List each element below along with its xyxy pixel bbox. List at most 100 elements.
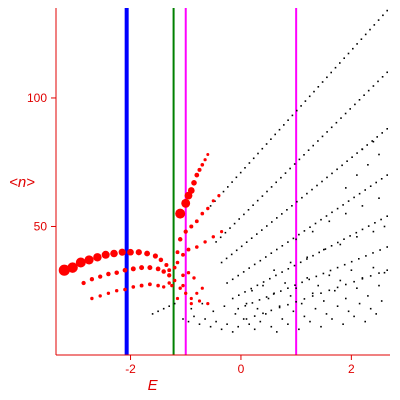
black-point <box>369 307 372 310</box>
black-point <box>353 315 355 318</box>
black-point <box>386 128 388 130</box>
black-point <box>261 229 263 231</box>
black-point <box>168 305 170 307</box>
black-point <box>367 89 370 92</box>
black-series <box>151 9 388 333</box>
black-point <box>380 300 383 302</box>
black-point <box>331 318 333 320</box>
black-point <box>293 163 296 165</box>
black-point <box>274 133 276 136</box>
black-point <box>361 148 364 151</box>
y-tick-label: 100 <box>27 91 47 105</box>
black-point <box>339 62 341 64</box>
red-point <box>58 264 70 276</box>
black-point <box>292 310 295 313</box>
black-point <box>187 320 190 323</box>
black-point <box>326 176 328 179</box>
black-point <box>261 195 264 197</box>
red-point <box>67 262 78 273</box>
black-point <box>215 320 217 323</box>
axes: -2 0 2 50 100 <box>27 8 390 376</box>
black-point <box>336 286 339 289</box>
black-point <box>343 263 346 266</box>
black-point <box>386 9 388 12</box>
black-point <box>378 153 380 156</box>
black-point <box>331 172 333 175</box>
x-tick-label: -2 <box>125 362 136 376</box>
red-point <box>184 291 188 295</box>
black-point <box>321 180 323 183</box>
black-point <box>317 140 319 142</box>
black-point <box>278 305 281 307</box>
red-point <box>181 273 185 278</box>
red-point <box>203 240 207 244</box>
black-point <box>266 225 268 227</box>
black-point <box>231 297 234 300</box>
black-point <box>215 241 217 243</box>
black-point <box>330 71 332 74</box>
black-point <box>284 172 287 174</box>
black-point <box>182 318 184 320</box>
black-point <box>226 323 228 325</box>
red-point <box>194 245 199 249</box>
black-point <box>372 230 375 233</box>
black-point <box>220 328 223 331</box>
black-point <box>361 278 364 280</box>
black-point <box>379 249 381 251</box>
black-point <box>283 124 285 126</box>
black-point <box>365 255 367 257</box>
black-point <box>303 154 305 156</box>
black-point <box>367 164 369 166</box>
black-point <box>369 275 372 277</box>
red-point <box>217 194 221 198</box>
black-point <box>354 103 356 106</box>
black-point <box>273 269 275 271</box>
black-point <box>292 237 295 240</box>
black-point <box>269 277 271 280</box>
black-point <box>314 222 317 225</box>
black-point <box>252 157 255 160</box>
black-point <box>270 325 273 328</box>
black-point <box>347 200 350 202</box>
black-point <box>280 176 282 179</box>
black-point <box>253 315 256 317</box>
black-point <box>360 38 363 40</box>
red-point <box>93 253 102 262</box>
black-point <box>342 323 344 325</box>
black-point <box>383 271 386 274</box>
black-point <box>275 181 277 184</box>
black-point <box>358 258 360 260</box>
red-point <box>211 235 215 239</box>
black-point <box>356 236 358 238</box>
black-point <box>367 225 370 227</box>
red-point <box>114 270 119 275</box>
black-point <box>363 94 365 96</box>
black-point <box>376 136 378 138</box>
vertical-lines <box>124 8 298 355</box>
black-point <box>261 147 264 150</box>
red-point <box>75 257 86 268</box>
black-point <box>276 331 278 333</box>
red-point <box>189 302 193 306</box>
black-point <box>298 233 300 236</box>
black-point <box>378 284 380 287</box>
black-point <box>311 295 314 297</box>
red-point <box>178 286 182 290</box>
black-point <box>356 43 358 45</box>
black-point <box>358 302 361 305</box>
black-point <box>237 307 239 310</box>
black-point <box>265 143 268 145</box>
black-point <box>307 149 310 151</box>
red-point <box>122 267 128 273</box>
black-point <box>311 292 314 295</box>
black-point <box>344 112 347 115</box>
black-point <box>293 264 296 267</box>
black-point <box>317 86 320 88</box>
red-point <box>98 294 102 298</box>
black-point <box>328 220 331 223</box>
black-point <box>287 303 289 306</box>
red-point <box>123 287 127 292</box>
x-tick-label: 2 <box>348 362 355 376</box>
black-point <box>267 297 270 300</box>
